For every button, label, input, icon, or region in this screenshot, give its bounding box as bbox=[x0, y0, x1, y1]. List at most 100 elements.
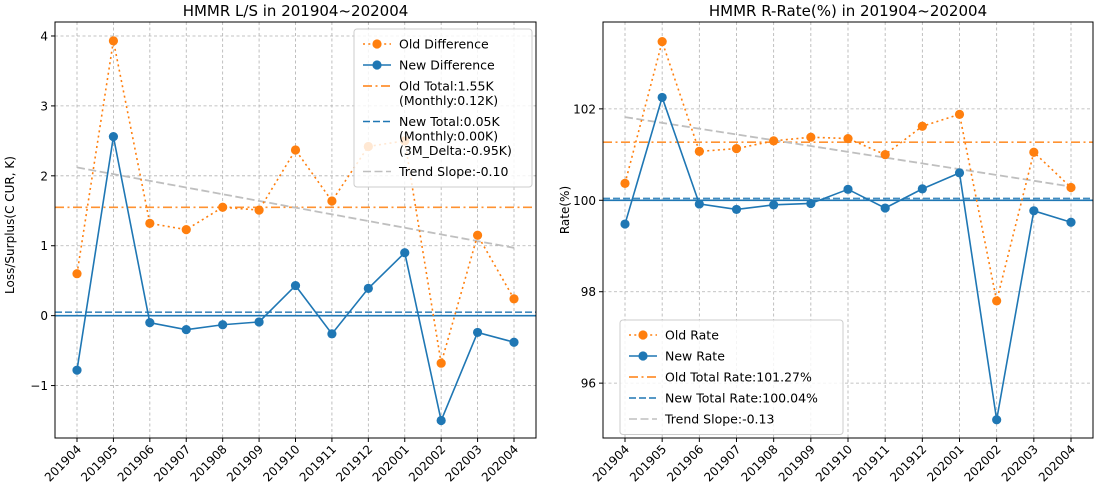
right-data-point bbox=[806, 132, 816, 142]
left-y-tick-label: 4 bbox=[40, 29, 48, 43]
right-data-point bbox=[620, 178, 630, 188]
left-y-axis-label: Loss/Surplus(C CUR, K) bbox=[3, 156, 17, 294]
left-data-point bbox=[72, 365, 82, 375]
left-legend-label: Old Difference bbox=[399, 37, 489, 52]
left-legend-label: (Monthly:0.00K) bbox=[399, 129, 498, 144]
left-data-point bbox=[509, 294, 519, 304]
left-data-point bbox=[181, 225, 191, 235]
left-data-point bbox=[218, 320, 228, 330]
right-x-tick-label: 201911 bbox=[850, 442, 892, 484]
right-data-point bbox=[1066, 217, 1076, 227]
left-data-point bbox=[108, 132, 119, 142]
left-y-tick-label: −1 bbox=[30, 379, 48, 393]
right-x-tick-label: 201905 bbox=[627, 442, 669, 484]
left-y-tick-label: 3 bbox=[40, 99, 48, 113]
right-data-point bbox=[992, 296, 1002, 306]
right-y-tick-label: 96 bbox=[581, 377, 596, 391]
right-data-point bbox=[843, 184, 853, 194]
left-x-tick-label: 201904 bbox=[42, 442, 84, 484]
left-legend-label: Trend Slope:-0.10 bbox=[398, 164, 508, 179]
right-y-tick-label: 102 bbox=[573, 102, 596, 116]
right-legend-label: Trend Slope:-0.13 bbox=[664, 412, 774, 427]
right-x-tick-label: 202001 bbox=[924, 442, 966, 484]
right-x-tick-label: 202003 bbox=[999, 442, 1041, 484]
left-data-point bbox=[436, 358, 446, 368]
left-data-point bbox=[290, 280, 301, 291]
right-x-tick-label: 201907 bbox=[701, 442, 743, 484]
left-data-point bbox=[400, 248, 410, 258]
left-legend-label: New Total:0.05K bbox=[399, 114, 500, 129]
left-legend-marker bbox=[372, 60, 382, 70]
left-x-tick-label: 201906 bbox=[115, 442, 157, 484]
left-x-tick-label: 201912 bbox=[333, 442, 375, 484]
right-legend-label: Old Rate bbox=[665, 328, 719, 343]
right-legend-marker bbox=[638, 330, 648, 340]
left-data-point bbox=[472, 327, 483, 338]
left-data-point bbox=[254, 317, 264, 327]
left-legend-marker bbox=[372, 39, 382, 49]
right-x-tick-label: 202002 bbox=[961, 442, 1003, 484]
right-x-tick-label: 201908 bbox=[738, 442, 780, 484]
left-y-tick-label: 1 bbox=[40, 239, 48, 253]
right-data-point bbox=[1066, 182, 1076, 193]
left-x-tick-label: 201911 bbox=[297, 442, 339, 484]
right-x-tick-label: 201906 bbox=[664, 442, 706, 484]
left-y-tick-label: 2 bbox=[40, 169, 48, 183]
left-data-point bbox=[72, 269, 82, 279]
left-legend-label: Old Total:1.55K bbox=[399, 79, 494, 94]
right-legend-marker bbox=[638, 351, 648, 361]
left-data-point bbox=[108, 36, 119, 46]
chart-right: HMMR R-Rate(%) in 201904~202004 Rate(%) 96… bbox=[558, 2, 1094, 485]
right-data-point bbox=[769, 200, 779, 210]
right-data-point bbox=[657, 92, 667, 103]
left-trend-line bbox=[76, 166, 515, 249]
left-x-tick-label: 201908 bbox=[187, 442, 229, 484]
right-data-point bbox=[954, 109, 965, 119]
left-x-tick-label: 202004 bbox=[479, 442, 521, 484]
right-x-tick-label: 201910 bbox=[813, 442, 855, 484]
right-legend-label: Old Total Rate:101.27% bbox=[665, 370, 812, 385]
right-x-tick-label: 201912 bbox=[887, 442, 929, 484]
right-data-point bbox=[880, 203, 890, 213]
left-data-point bbox=[181, 325, 191, 335]
right-data-point bbox=[806, 198, 816, 209]
left-x-tick-label: 201905 bbox=[78, 442, 120, 484]
left-data-point bbox=[509, 337, 519, 347]
right-trend-line bbox=[624, 116, 1072, 188]
right-data-point bbox=[1029, 147, 1039, 157]
right-data-point bbox=[954, 168, 965, 178]
left-data-point bbox=[327, 329, 337, 339]
right-data-point bbox=[1029, 206, 1039, 216]
left-x-tick-label: 201909 bbox=[224, 442, 266, 484]
right-y-tick-label: 98 bbox=[581, 285, 596, 299]
left-legend-label: (3M_Delta:-0.95K) bbox=[399, 143, 512, 158]
right-x-tick-label: 201909 bbox=[776, 442, 818, 484]
left-data-point bbox=[218, 202, 228, 212]
right-x-tick-label: 202004 bbox=[1036, 442, 1078, 484]
right-data-point bbox=[992, 415, 1002, 425]
right-y-axis-label: Rate(%) bbox=[558, 186, 572, 234]
right-data-point bbox=[657, 37, 667, 47]
left-data-point bbox=[254, 205, 264, 215]
left-data-point bbox=[436, 415, 446, 426]
left-x-tick-label: 202002 bbox=[406, 442, 448, 484]
left-x-tick-label: 201910 bbox=[260, 442, 302, 484]
right-data-point bbox=[843, 133, 853, 144]
left-chart-title: HMMR L/S in 201904~202004 bbox=[183, 2, 409, 20]
right-data-point bbox=[917, 121, 927, 131]
right-chart-title: HMMR R-Rate(%) in 201904~202004 bbox=[709, 2, 987, 20]
right-data-point bbox=[917, 184, 927, 194]
left-x-tick-label: 202001 bbox=[370, 442, 412, 484]
right-data-point bbox=[880, 149, 890, 160]
right-data-point bbox=[731, 144, 742, 154]
chart-left: HMMR L/S in 201904~202004 Loss/Surplus(C … bbox=[3, 2, 537, 485]
right-legend-box bbox=[619, 319, 844, 435]
left-data-point bbox=[145, 318, 155, 328]
right-data-point bbox=[620, 219, 630, 229]
right-data-point bbox=[731, 204, 742, 215]
left-data-point bbox=[327, 196, 337, 206]
left-data-point bbox=[363, 283, 373, 293]
right-legend-label: New Rate bbox=[665, 349, 725, 364]
left-legend-label: New Difference bbox=[399, 58, 495, 73]
